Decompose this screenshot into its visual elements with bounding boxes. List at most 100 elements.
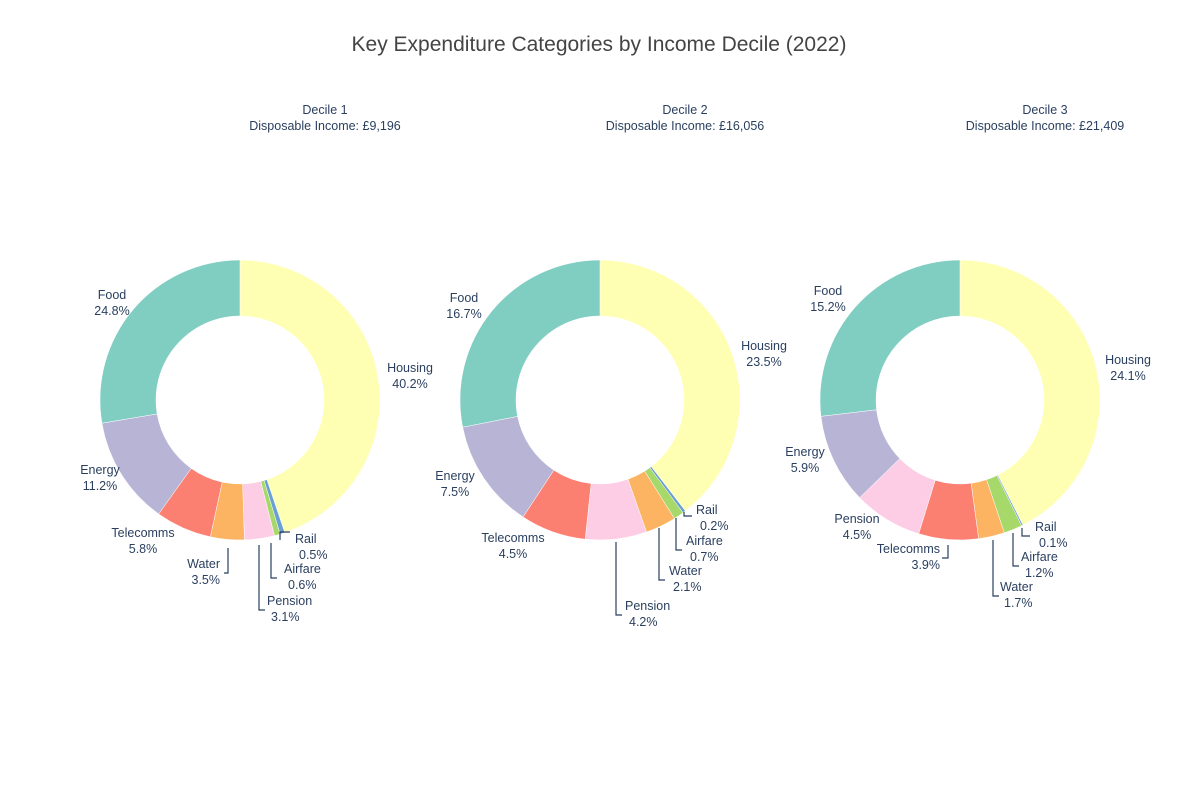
slice-percent-energy: 7.5%	[441, 485, 470, 499]
slice-name-energy: Energy	[785, 445, 825, 459]
slice-label-water-decile-3: Water 1.7%	[1000, 580, 1033, 610]
slice-housing-decile-3[interactable]	[959, 259, 1101, 526]
slice-percent-pension: 4.5%	[843, 528, 872, 542]
donut-chart-decile-2: Decile 2 Disposable Income: £16,056 Housin…	[435, 103, 787, 629]
leader-line-telecomms-decile-3	[942, 545, 949, 559]
slice-percent-pension: 4.2%	[629, 615, 658, 629]
slice-label-housing-decile-2: Housing 23.5%	[741, 339, 787, 369]
slice-name-telecomms: Telecomms	[877, 542, 940, 556]
slice-name-water: Water	[187, 557, 220, 571]
leader-line-pension-decile-2	[615, 542, 622, 616]
slice-percent-rail: 0.2%	[700, 519, 729, 533]
slice-percent-housing: 23.5%	[746, 355, 781, 369]
slice-label-water-decile-1: Water 3.5%	[187, 557, 220, 587]
slice-label-energy-decile-3: Energy 5.9%	[785, 445, 825, 475]
slice-percent-telecomms: 4.5%	[499, 547, 528, 561]
slice-label-food-decile-3: Food 15.2%	[810, 284, 845, 314]
slice-label-telecomms-decile-3: Telecomms 3.9%	[877, 542, 940, 572]
slice-name-housing: Housing	[387, 361, 433, 375]
slice-label-rail-decile-2: Rail 0.2%	[696, 503, 729, 533]
slice-percent-food: 16.7%	[446, 307, 481, 321]
slice-percent-energy: 11.2%	[83, 479, 118, 493]
donut-chart-decile-3: Decile 3 Disposable Income: £21,409 Housin…	[785, 103, 1151, 610]
slice-name-food: Food	[450, 291, 479, 305]
slice-name-food: Food	[814, 284, 843, 298]
slice-label-food-decile-2: Food 16.7%	[446, 291, 481, 321]
slice-percent-rail: 0.5%	[299, 548, 328, 562]
subplot-title-2: Decile 2	[662, 103, 707, 117]
subplot-title-3: Decile 3	[1022, 103, 1067, 117]
slice-label-telecomms-decile-2: Telecomms 4.5%	[481, 531, 544, 561]
slice-label-airfare-decile-1: Airfare 0.6%	[284, 562, 321, 592]
slice-housing-decile-2[interactable]	[599, 259, 741, 512]
leader-line-water-decile-2	[658, 528, 665, 581]
slice-label-energy-decile-2: Energy 7.5%	[435, 469, 475, 499]
slice-label-rail-decile-3: Rail 0.1%	[1035, 520, 1068, 550]
slice-label-housing-decile-3: Housing 24.1%	[1105, 353, 1151, 383]
slice-percent-housing: 40.2%	[392, 377, 427, 391]
slice-percent-food: 24.8%	[94, 304, 129, 318]
slice-percent-rail: 0.1%	[1039, 536, 1068, 550]
leader-line-rail-decile-1	[279, 531, 290, 540]
slice-name-water: Water	[669, 564, 702, 578]
slice-label-telecomms-decile-1: Telecomms 5.8%	[111, 526, 174, 556]
slice-percent-pension: 3.1%	[271, 610, 300, 624]
slice-percent-food: 15.2%	[810, 300, 845, 314]
slice-food-decile-1[interactable]	[99, 259, 241, 424]
slice-name-airfare: Airfare	[284, 562, 321, 576]
slice-label-food-decile-1: Food 24.8%	[94, 288, 129, 318]
subplot-income-3: Disposable Income: £21,409	[966, 119, 1124, 133]
slice-name-pension: Pension	[834, 512, 879, 526]
slice-food-decile-3[interactable]	[819, 259, 961, 417]
leader-line-pension-decile-1	[258, 545, 265, 611]
subplot-income-1: Disposable Income: £9,196	[249, 119, 401, 133]
subplot-title-1: Decile 1	[302, 103, 347, 117]
slice-name-energy: Energy	[80, 463, 120, 477]
slice-name-rail: Rail	[295, 532, 317, 546]
slice-percent-housing: 24.1%	[1110, 369, 1145, 383]
slice-percent-airfare: 1.2%	[1025, 566, 1054, 580]
slice-label-rail-decile-1: Rail 0.5%	[295, 532, 328, 562]
slice-name-rail: Rail	[1035, 520, 1057, 534]
slice-percent-airfare: 0.6%	[288, 578, 317, 592]
slice-label-airfare-decile-3: Airfare 1.2%	[1021, 550, 1058, 580]
slice-name-rail: Rail	[696, 503, 718, 517]
leader-line-rail-decile-2	[683, 512, 692, 517]
leader-line-airfare-decile-2	[675, 518, 682, 551]
slice-percent-water: 3.5%	[192, 573, 221, 587]
slice-label-pension-decile-1: Pension 3.1%	[267, 594, 312, 624]
slice-name-telecomms: Telecomms	[111, 526, 174, 540]
slice-name-airfare: Airfare	[1021, 550, 1058, 564]
slice-name-pension: Pension	[267, 594, 312, 608]
slice-name-airfare: Airfare	[686, 534, 723, 548]
slice-label-energy-decile-1: Energy 11.2%	[80, 463, 120, 493]
donut-chart-decile-1: Decile 1 Disposable Income: £9,196 Housing…	[80, 103, 433, 624]
chart-title: Key Expenditure Categories by Income Dec…	[352, 33, 847, 56]
leader-line-airfare-decile-3	[1012, 533, 1019, 567]
slice-name-pension: Pension	[625, 599, 670, 613]
slice-percent-airfare: 0.7%	[690, 550, 719, 564]
slice-name-housing: Housing	[1105, 353, 1151, 367]
slice-label-airfare-decile-2: Airfare 0.7%	[686, 534, 723, 564]
leader-line-rail-decile-3	[1021, 528, 1030, 537]
slice-percent-telecomms: 3.9%	[912, 558, 941, 572]
slice-label-water-decile-2: Water 2.1%	[669, 564, 702, 594]
slice-percent-water: 1.7%	[1004, 596, 1033, 610]
subplot-income-2: Disposable Income: £16,056	[606, 119, 764, 133]
slice-name-energy: Energy	[435, 469, 475, 483]
slice-label-pension-decile-2: Pension 4.2%	[625, 599, 670, 629]
slice-percent-telecomms: 5.8%	[129, 542, 158, 556]
slice-percent-water: 2.1%	[673, 580, 702, 594]
leader-line-airfare-decile-1	[270, 543, 277, 579]
slice-label-pension-decile-3: Pension 4.5%	[834, 512, 879, 542]
slice-food-decile-2[interactable]	[459, 259, 601, 428]
leader-line-water-decile-1	[224, 548, 229, 574]
slice-name-water: Water	[1000, 580, 1033, 594]
slice-percent-energy: 5.9%	[791, 461, 820, 475]
slice-name-food: Food	[98, 288, 127, 302]
leader-line-water-decile-3	[992, 540, 999, 597]
slice-housing-decile-1[interactable]	[239, 259, 381, 533]
slice-name-telecomms: Telecomms	[481, 531, 544, 545]
